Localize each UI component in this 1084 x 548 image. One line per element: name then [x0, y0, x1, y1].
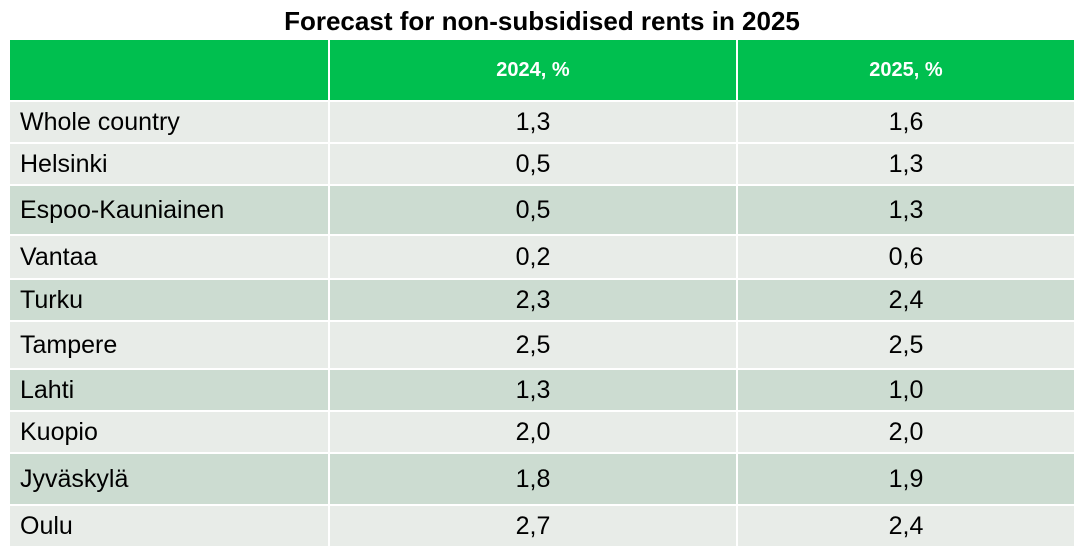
- column-header-2024: 2024, %: [328, 38, 738, 102]
- table-row: Oulu 2,7 2,4: [8, 504, 1076, 548]
- value-2025-cell: 2,0: [736, 410, 1076, 454]
- region-cell: Vantaa: [8, 234, 330, 280]
- region-cell: Lahti: [8, 368, 330, 412]
- table-row: Tampere 2,5 2,5: [8, 320, 1076, 370]
- value-2024-cell: 2,7: [328, 504, 738, 548]
- table-row: Lahti 1,3 1,0: [8, 368, 1076, 412]
- table-row: Kuopio 2,0 2,0: [8, 410, 1076, 454]
- value-2024-cell: 0,2: [328, 234, 738, 280]
- value-2025-cell: 2,5: [736, 320, 1076, 370]
- value-2024-cell: 1,3: [328, 368, 738, 412]
- value-2024-cell: 2,5: [328, 320, 738, 370]
- region-cell: Tampere: [8, 320, 330, 370]
- table-row: Espoo-Kauniainen 0,5 1,3: [8, 184, 1076, 236]
- region-cell: Oulu: [8, 504, 330, 548]
- value-2025-cell: 1,6: [736, 100, 1076, 144]
- table-row: Vantaa 0,2 0,6: [8, 234, 1076, 280]
- value-2025-cell: 1,3: [736, 184, 1076, 236]
- value-2025-cell: 1,9: [736, 452, 1076, 506]
- table-row: Turku 2,3 2,4: [8, 278, 1076, 322]
- region-cell: Whole country: [8, 100, 330, 144]
- forecast-table: 2024, % 2025, % Whole country 1,3 1,6 Helsi…: [8, 38, 1076, 548]
- value-2024-cell: 0,5: [328, 142, 738, 186]
- region-cell: Turku: [8, 278, 330, 322]
- table-header-row: 2024, % 2025, %: [8, 38, 1076, 102]
- value-2025-cell: 2,4: [736, 278, 1076, 322]
- value-2024-cell: 1,3: [328, 100, 738, 144]
- value-2024-cell: 0,5: [328, 184, 738, 236]
- value-2025-cell: 2,4: [736, 504, 1076, 548]
- table-row: Jyväskylä 1,8 1,9: [8, 452, 1076, 506]
- value-2025-cell: 1,0: [736, 368, 1076, 412]
- region-cell: Espoo-Kauniainen: [8, 184, 330, 236]
- value-2024-cell: 2,0: [328, 410, 738, 454]
- region-cell: Jyväskylä: [8, 452, 330, 506]
- column-header-2025: 2025, %: [736, 38, 1076, 102]
- table-row: Helsinki 0,5 1,3: [8, 142, 1076, 186]
- value-2024-cell: 2,3: [328, 278, 738, 322]
- value-2024-cell: 1,8: [328, 452, 738, 506]
- value-2025-cell: 1,3: [736, 142, 1076, 186]
- column-header-region: [8, 38, 330, 102]
- region-cell: Kuopio: [8, 410, 330, 454]
- table-body: Whole country 1,3 1,6 Helsinki 0,5 1,3 Espoo-K…: [8, 100, 1076, 548]
- region-cell: Helsinki: [8, 142, 330, 186]
- table-title: Forecast for non-subsidised rents in 202…: [284, 6, 800, 36]
- table-row: Whole country 1,3 1,6: [8, 100, 1076, 144]
- value-2025-cell: 0,6: [736, 234, 1076, 280]
